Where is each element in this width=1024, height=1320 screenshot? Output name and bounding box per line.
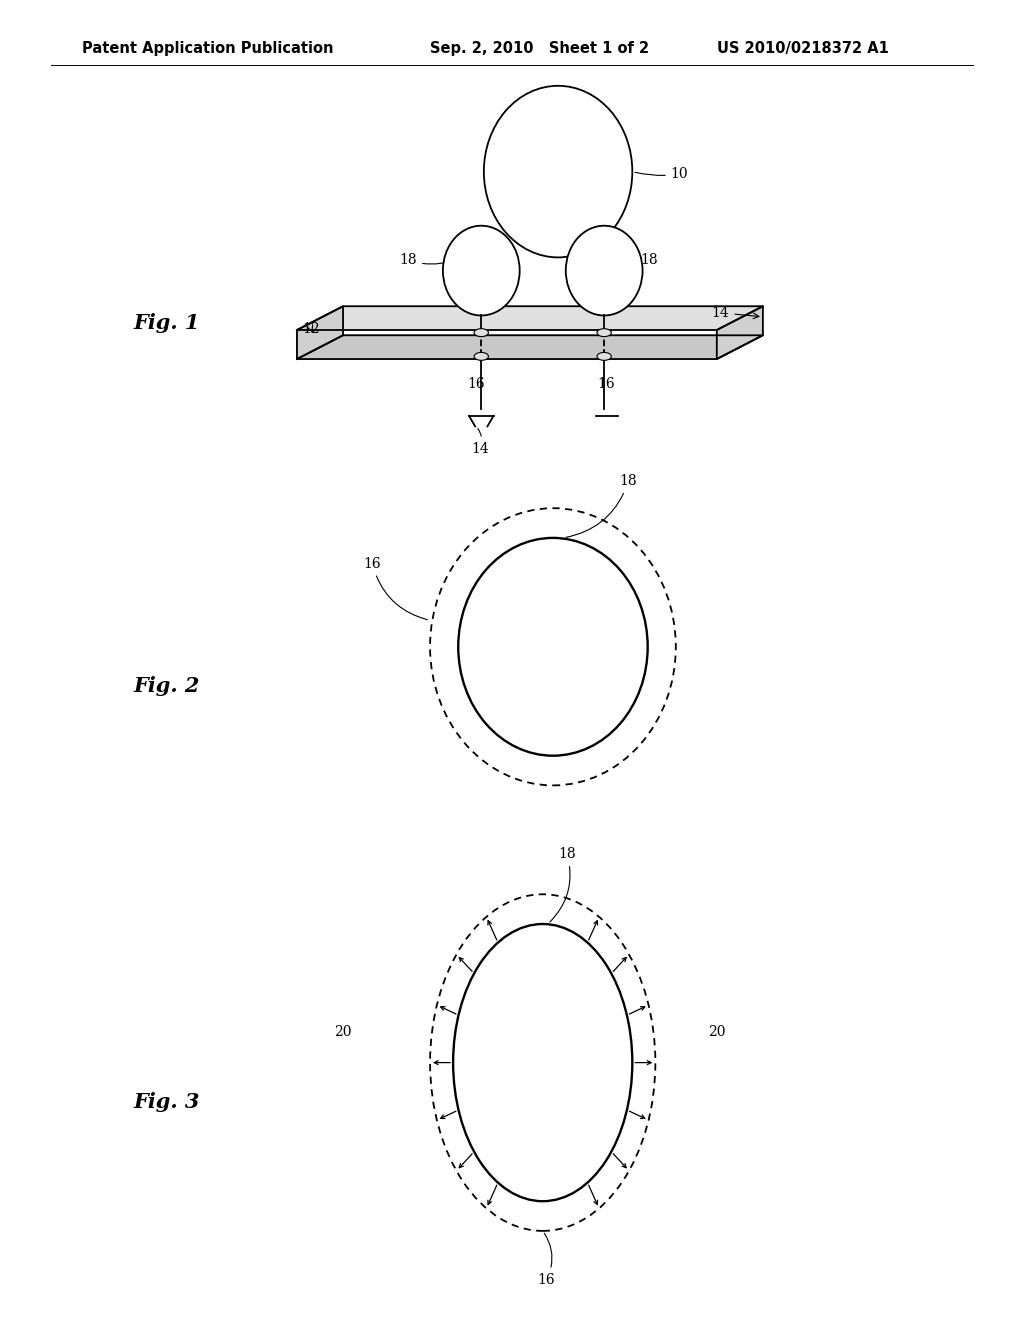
Text: Patent Application Publication: Patent Application Publication [82,41,334,57]
Polygon shape [297,335,763,359]
Text: Fig. 3: Fig. 3 [133,1092,200,1113]
Ellipse shape [442,226,519,315]
Text: 18: 18 [550,847,575,923]
Text: 12: 12 [302,322,319,335]
Text: 16: 16 [364,557,427,619]
Text: 14: 14 [471,429,488,455]
Polygon shape [297,306,343,359]
Text: Fig. 1: Fig. 1 [133,313,200,334]
Text: 18: 18 [399,253,459,267]
Ellipse shape [474,352,488,360]
Ellipse shape [474,329,488,337]
Text: 16: 16 [597,378,615,391]
Text: US 2010/0218372 A1: US 2010/0218372 A1 [717,41,889,57]
Text: 16: 16 [538,1233,555,1287]
Ellipse shape [597,329,611,337]
Polygon shape [297,306,763,330]
Ellipse shape [597,352,611,360]
Text: Sep. 2, 2010   Sheet 1 of 2: Sep. 2, 2010 Sheet 1 of 2 [430,41,649,57]
Ellipse shape [453,924,633,1201]
Text: 14: 14 [712,306,759,319]
Text: 20: 20 [708,1026,726,1039]
Ellipse shape [565,226,643,315]
Ellipse shape [459,539,648,755]
Polygon shape [717,306,763,359]
Text: Fig. 2: Fig. 2 [133,676,200,697]
Ellipse shape [430,895,655,1230]
Ellipse shape [484,86,633,257]
Text: 16: 16 [467,378,485,391]
Text: 18: 18 [566,474,637,537]
Text: 18: 18 [623,253,657,271]
Text: 10: 10 [635,168,688,181]
Text: 20: 20 [334,1026,352,1039]
Ellipse shape [430,508,676,785]
